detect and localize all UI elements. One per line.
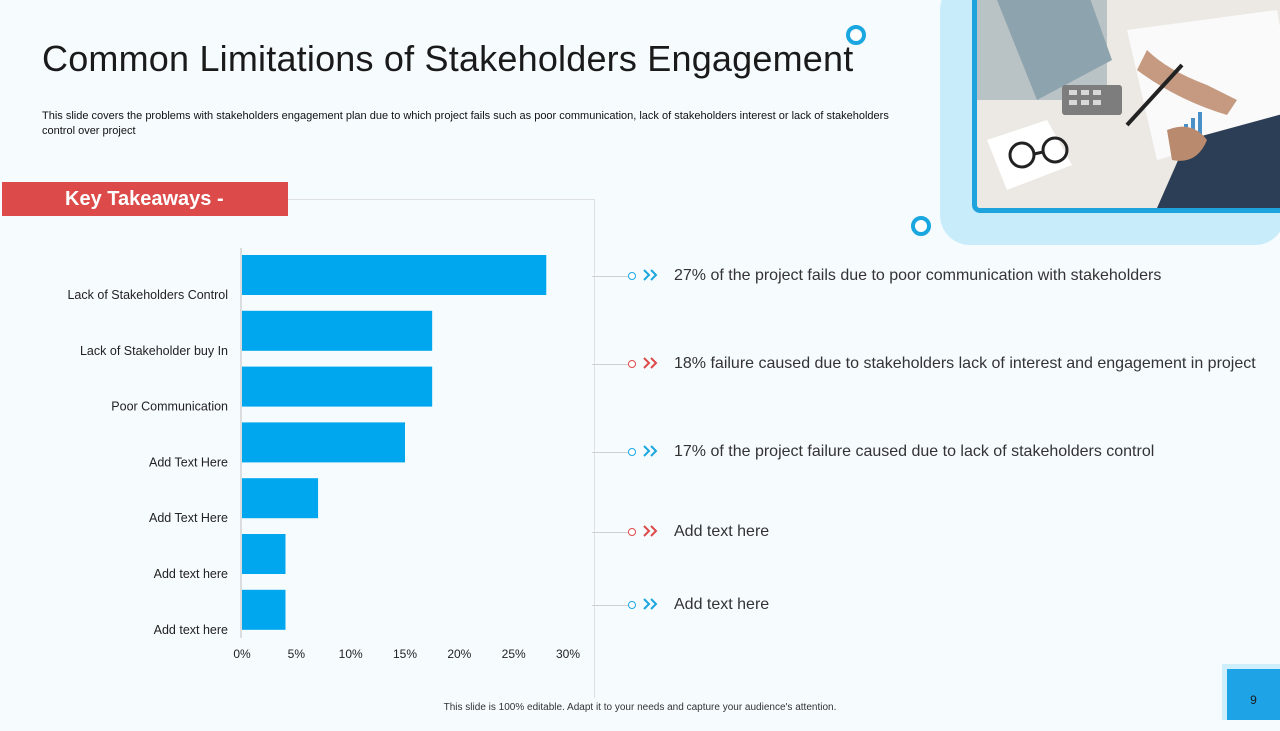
takeaway-item-1: 18% failure caused due to stakeholders l… (592, 352, 1256, 376)
key-takeaways-banner: Key Takeaways - (2, 182, 288, 216)
double-chevron-icon (642, 524, 666, 541)
connector-line (592, 451, 628, 453)
double-chevron-icon (642, 268, 666, 285)
category-label-6: Add text here (154, 623, 228, 637)
bar-6 (242, 589, 286, 630)
x-tick-label-1: 5% (288, 647, 306, 661)
page-number: 9 (1227, 669, 1280, 720)
slide-subtitle: This slide covers the problems with stak… (42, 110, 889, 137)
x-tick-label-0: 0% (233, 647, 251, 661)
bullet-dot-icon (628, 528, 636, 536)
category-label-3: Add Text Here (149, 455, 228, 469)
bar-chart: Lack of Stakeholders Control Lack of Stak… (67, 248, 580, 661)
takeaway-text: 18% failure caused due to stakeholders l… (674, 355, 1256, 372)
double-chevron-icon (642, 597, 666, 614)
slide-title: Common Limitations of Stakeholders Engag… (42, 38, 854, 79)
bar-1 (242, 310, 433, 351)
chart-frame (288, 199, 595, 698)
connector-line (592, 531, 628, 533)
bullet-dot-icon (628, 448, 636, 456)
takeaway-text: 27% of the project fails due to poor com… (674, 267, 1162, 284)
decor-ring-top (846, 25, 866, 45)
desk-scene-illustration (977, 0, 1280, 208)
footer-note: This slide is 100% editable. Adapt it to… (443, 702, 837, 713)
bar-5 (242, 534, 286, 574)
connector-line (592, 363, 628, 365)
double-chevron-icon (642, 356, 666, 373)
x-tick-label-2: 10% (339, 647, 363, 661)
business-photo (972, 0, 1280, 213)
double-chevron-icon (642, 444, 666, 461)
decor-ring-bottom (911, 216, 931, 236)
category-label-2: Poor Communication (111, 400, 228, 414)
x-tick-label-3: 15% (393, 647, 417, 661)
takeaway-item-2: 17% of the project failure caused due to… (592, 440, 1154, 464)
takeaway-text: Add text here (674, 523, 770, 540)
x-tick-label-4: 20% (447, 647, 471, 661)
takeaway-item-3: Add text here (592, 520, 769, 544)
category-label-1: Lack of Stakeholder buy In (80, 344, 228, 358)
bar-3 (242, 422, 405, 463)
takeaway-item-0: 27% of the project fails due to poor com… (592, 264, 1161, 288)
category-label-4: Add Text Here (149, 511, 228, 525)
bar-2 (242, 366, 433, 407)
takeaway-text: Add text here (674, 596, 770, 613)
bullet-dot-icon (628, 360, 636, 368)
takeaway-text: 17% of the project failure caused due to… (674, 443, 1155, 460)
x-tick-label-6: 30% (556, 647, 580, 661)
bullet-dot-icon (628, 601, 636, 609)
category-label-5: Add text here (154, 567, 228, 581)
takeaway-item-4: Add text here (592, 593, 769, 617)
category-label-0: Lack of Stakeholders Control (67, 288, 228, 302)
connector-line (592, 275, 628, 277)
connector-line (592, 604, 628, 606)
bar-0 (242, 255, 547, 295)
bullet-dot-icon (628, 272, 636, 280)
x-tick-label-5: 25% (502, 647, 526, 661)
bar-4 (242, 478, 319, 519)
